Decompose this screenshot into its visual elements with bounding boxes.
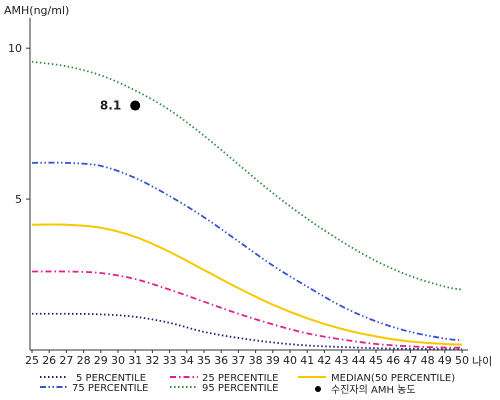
- x-tick-label: 30: [111, 354, 125, 367]
- y-tick-label: 10: [8, 42, 22, 55]
- x-tick-label: 41: [300, 354, 314, 367]
- y-ticks: 5 10: [8, 42, 30, 206]
- legend-label-25-percentile: 25 PERCENTILE: [202, 373, 278, 384]
- x-tick-label: 31: [128, 354, 142, 367]
- x-tick-label: 28: [77, 354, 91, 367]
- x-tick-label: 37: [231, 354, 245, 367]
- x-tick-label: 48: [421, 354, 435, 367]
- series-lines: [31, 60, 463, 351]
- x-ticks: 25 26 27 28 29 30 31 32 33 34 35 36 37 38 39 40 41 42 43 44…: [25, 350, 469, 367]
- series-line-75-percentile: [31, 161, 463, 342]
- x-tick-label: 39: [266, 354, 280, 367]
- x-tick-label: 27: [59, 354, 73, 367]
- x-tick-label: 40: [283, 354, 297, 367]
- legend-item-95-percentile: 95 PERCENTILE: [170, 383, 278, 394]
- series-line-95-percentile: [31, 60, 463, 291]
- x-tick-label: 47: [403, 354, 417, 367]
- x-tick-label: 33: [163, 354, 177, 367]
- x-tick-label: 43: [335, 354, 349, 367]
- legend-swatch-patient-amh: [315, 386, 321, 392]
- x-tick-label: 38: [249, 354, 263, 367]
- x-tick-label: 46: [386, 354, 400, 367]
- legend-label-patient-amh: 수진자의 AMH 농도: [331, 384, 416, 396]
- legend-item-25-percentile: 25 PERCENTILE: [170, 373, 278, 384]
- x-tick-label: 26: [42, 354, 56, 367]
- x-tick-label: 45: [369, 354, 383, 367]
- y-axis-label: AMH(ng/ml): [4, 4, 69, 17]
- series-line-5-percentile: [31, 312, 463, 351]
- y-tick-label: 5: [15, 193, 22, 206]
- legend-item-75-percentile: 75 PERCENTILE: [40, 383, 148, 394]
- x-tick-label: 29: [94, 354, 108, 367]
- x-tick-label: 49: [438, 354, 452, 367]
- x-tick-label: 50: [455, 354, 469, 367]
- x-tick-label: 34: [180, 354, 194, 367]
- x-axis-label: 나이: [472, 355, 492, 368]
- patient-amh-value-label: 8.1: [100, 99, 121, 113]
- legend-label-5-percentile: 5 PERCENTILE: [76, 373, 146, 384]
- x-tick-label: 32: [145, 354, 159, 367]
- x-tick-label: 25: [25, 354, 39, 367]
- legend-item-5-percentile: 5 PERCENTILE: [40, 373, 146, 384]
- legend-label-median: MEDIAN(50 PERCENTILE): [331, 373, 455, 384]
- x-tick-label: 35: [197, 354, 211, 367]
- x-tick-label: 42: [317, 354, 331, 367]
- legend-item-patient-amh: 수진자의 AMH 농도: [315, 384, 416, 396]
- x-tick-label: 44: [352, 354, 366, 367]
- patient-amh-point: [130, 100, 141, 111]
- axes: AMH(ng/ml) 나이: [4, 4, 492, 368]
- legend: 5 PERCENTILE 25 PERCENTILE MEDIAN(50 PER…: [40, 373, 455, 396]
- legend-item-median: MEDIAN(50 PERCENTILE): [298, 373, 455, 384]
- legend-label-95-percentile: 95 PERCENTILE: [202, 383, 278, 394]
- series-line-25-percentile: [31, 270, 463, 349]
- series-line-median-50-percentile: [31, 223, 463, 346]
- legend-label-75-percentile: 75 PERCENTILE: [72, 383, 148, 394]
- patient-marker: 8.1: [100, 99, 141, 113]
- x-tick-label: 36: [214, 354, 228, 367]
